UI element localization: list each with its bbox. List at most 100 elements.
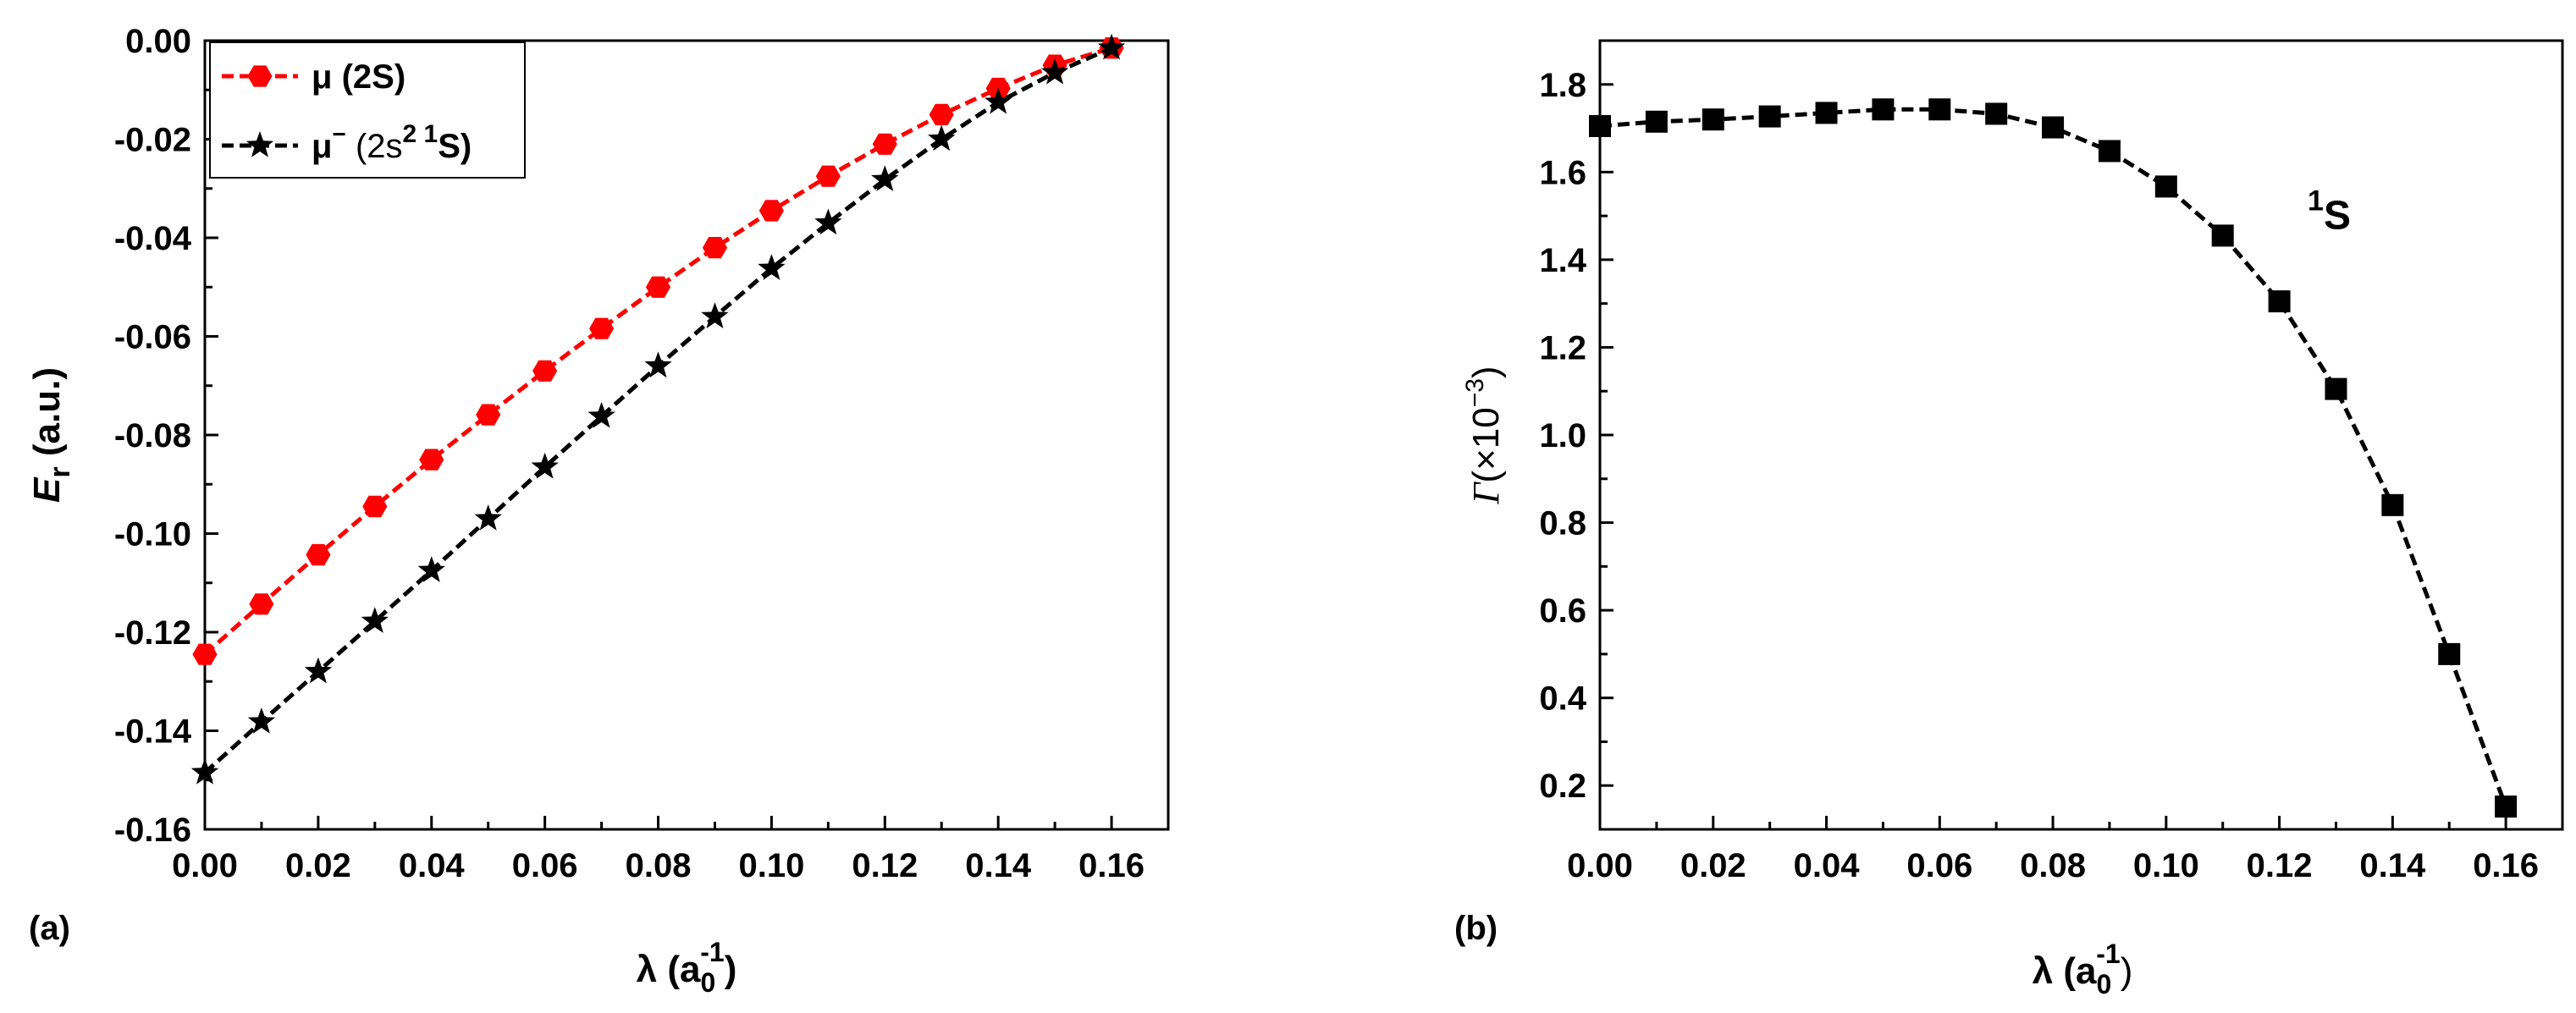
data-point: [929, 103, 954, 125]
x-tick-label: 0.06: [1906, 847, 1972, 884]
data-point: [644, 351, 672, 378]
y-tick-label: 0.4: [1539, 680, 1586, 718]
x-tick-label: 0.12: [2247, 847, 2313, 884]
y-tick-label: -0.14: [114, 713, 192, 751]
panel-a: 0.00 0.02 0.04 0.06 0.08 0.10 0.12 0.14 0.16 0.0…: [26, 23, 1170, 998]
legend-marker-star: [245, 131, 274, 157]
data-point: [2268, 290, 2291, 313]
data-point: [1702, 108, 1724, 131]
data-point: [928, 124, 956, 151]
data-point: [701, 302, 729, 328]
series-gamma-1S: [1589, 98, 2518, 818]
x-tick-label: 0.16: [1078, 847, 1145, 884]
x-tick-label: 0.02: [1680, 847, 1746, 884]
data-point: [2438, 642, 2461, 665]
data-point: [2325, 377, 2347, 400]
data-point: [247, 707, 276, 734]
data-point: [1815, 102, 1838, 124]
x-tick-label: 0.04: [1794, 847, 1861, 884]
x-tick-label: 0.14: [965, 847, 1032, 884]
data-point: [362, 495, 388, 518]
y-tick-label: 0.6: [1539, 592, 1586, 630]
data-point: [1645, 110, 1668, 133]
x-tick-label: 0.02: [285, 847, 351, 884]
data-point: [190, 758, 219, 785]
x-tick-label: 0.14: [2359, 847, 2426, 884]
data-point: [417, 556, 445, 582]
legend-box: [209, 41, 526, 179]
y-tick-label: 1.6: [1539, 154, 1586, 191]
series-mu-minus-2s2-1S: [190, 33, 1126, 785]
data-point: [758, 200, 784, 222]
x-tick-label: 0.10: [738, 847, 804, 884]
data-point: [2381, 493, 2404, 516]
data-point: [192, 643, 218, 665]
data-point: [645, 276, 671, 298]
data-point: [1040, 58, 1069, 85]
data-point: [1097, 33, 1126, 60]
y-tick-label: 0.8: [1539, 505, 1586, 542]
data-point: [814, 208, 842, 235]
legend-label-mu-minus: μ− (2s2 1S): [312, 120, 472, 165]
y-tick-labels-b: 0.2 0.4 0.6 0.8 1.0 1.2 1.4 1.6 1.8: [1539, 67, 1586, 805]
x-tick-labels-b: 0.00 0.02 0.04 0.06 0.08 0.10 0.12 0.14 0.16: [1567, 847, 2539, 884]
x-tick-label: 0.08: [2020, 847, 2086, 884]
data-point: [815, 165, 841, 187]
y-tick-label: 1.4: [1539, 242, 1586, 279]
data-point: [2495, 796, 2518, 818]
data-point: [2211, 224, 2234, 247]
data-point: [872, 133, 897, 155]
data-point: [474, 504, 502, 531]
data-point: [985, 87, 1012, 114]
y-axis-title-a: Er (a.u.): [26, 367, 76, 503]
y-tick-label: -0.10: [114, 516, 191, 553]
x-tick-label: 0.10: [2133, 847, 2199, 884]
data-point: [1589, 114, 1611, 137]
y-tick-label: -0.02: [114, 122, 191, 159]
y-tick-label: 0.00: [125, 23, 191, 60]
y-tick-label: -0.08: [114, 417, 191, 454]
y-tick-label: 0.2: [1539, 768, 1586, 805]
plot-frame-b: [1598, 39, 2564, 831]
legend-a: μ (2S) μ− (2s2 1S): [209, 41, 526, 179]
data-point: [758, 254, 786, 280]
y-tick-labels-a: 0.00 -0.02 -0.04 -0.06 -0.08 -0.10 -0.12 -0.14 -…: [114, 23, 192, 849]
x-tick-label: 0.06: [512, 847, 578, 884]
y-axis-title-b: Γ(×10−3): [1461, 366, 1507, 504]
data-point: [1985, 102, 2008, 125]
panel-b: 0.00 0.02 0.04 0.06 0.08 0.10 0.12 0.14 0.16 0.2…: [1454, 39, 2564, 999]
y-tick-label: 1.0: [1539, 417, 1586, 454]
annotation-1S: 1S: [2308, 185, 2351, 239]
data-point: [1872, 98, 1895, 121]
x-tick-label: 0.00: [172, 847, 238, 884]
data-point: [589, 317, 615, 339]
data-point: [1758, 105, 1781, 128]
y-tick-label: -0.06: [114, 319, 191, 356]
data-point: [871, 165, 899, 191]
data-point: [1928, 98, 1951, 121]
data-point: [304, 657, 333, 684]
data-point: [249, 593, 274, 615]
x-tick-label: 0.12: [852, 847, 918, 884]
x-axis-title-b: λ (a0-1): [2033, 939, 2133, 999]
data-point: [2098, 140, 2121, 162]
legend-label-mu-2S: μ (2S): [312, 58, 405, 96]
data-point: [587, 401, 615, 428]
y-tick-label: 1.2: [1539, 329, 1586, 366]
ticks-a: [203, 39, 1113, 831]
data-point: [532, 360, 558, 382]
y-tick-label: 1.8: [1539, 67, 1586, 104]
x-tick-label: 0.04: [399, 847, 466, 884]
y-tick-label: -0.04: [114, 220, 192, 257]
series-line: [1599, 107, 2508, 807]
panel-label-a: (a): [29, 910, 70, 947]
x-tick-label: 0.08: [626, 847, 692, 884]
data-point: [361, 607, 389, 633]
x-tick-labels-a: 0.00 0.02 0.04 0.06 0.08 0.10 0.12 0.14 0.16: [172, 847, 1145, 884]
x-axis-title-a: λ (a0-1): [637, 937, 737, 998]
y-tick-label: -0.12: [114, 614, 191, 652]
series-line: [203, 46, 1112, 657]
data-point: [2042, 116, 2065, 139]
data-point: [419, 449, 444, 471]
